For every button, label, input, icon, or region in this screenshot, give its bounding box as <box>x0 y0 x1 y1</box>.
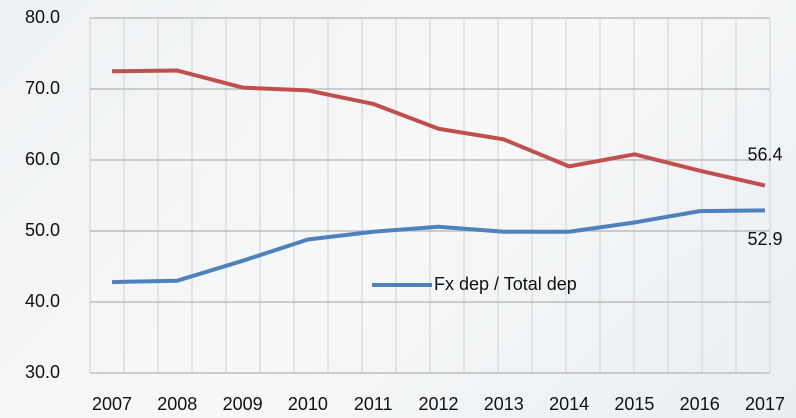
x-tick-label: 2008 <box>157 394 197 414</box>
x-tick-label: 2011 <box>354 394 393 414</box>
series-line <box>111 68 766 188</box>
x-tick-label: 2016 <box>680 394 720 414</box>
y-tick-label: 50.0 <box>25 220 60 240</box>
x-tick-label: 2014 <box>549 394 589 414</box>
x-tick-label: 2010 <box>288 394 328 414</box>
x-tick-label: 2012 <box>418 394 458 414</box>
x-tick-label: 2009 <box>223 394 263 414</box>
series-line <box>111 208 766 285</box>
data-label: 56.4 <box>747 144 782 164</box>
y-tick-label: 30.0 <box>25 362 60 382</box>
x-tick-label: 2013 <box>484 394 524 414</box>
y-tick-label: 40.0 <box>25 291 60 311</box>
legend-label: Fx dep / Total dep <box>434 274 577 294</box>
x-tick-label: 2007 <box>92 394 132 414</box>
x-tick-label: 2017 <box>745 394 785 414</box>
data-label: 52.9 <box>747 229 782 249</box>
y-tick-label: 70.0 <box>25 78 60 98</box>
y-tick-label: 60.0 <box>25 149 60 169</box>
x-tick-label: 2015 <box>614 394 654 414</box>
y-tick-label: 80.0 <box>25 7 60 27</box>
